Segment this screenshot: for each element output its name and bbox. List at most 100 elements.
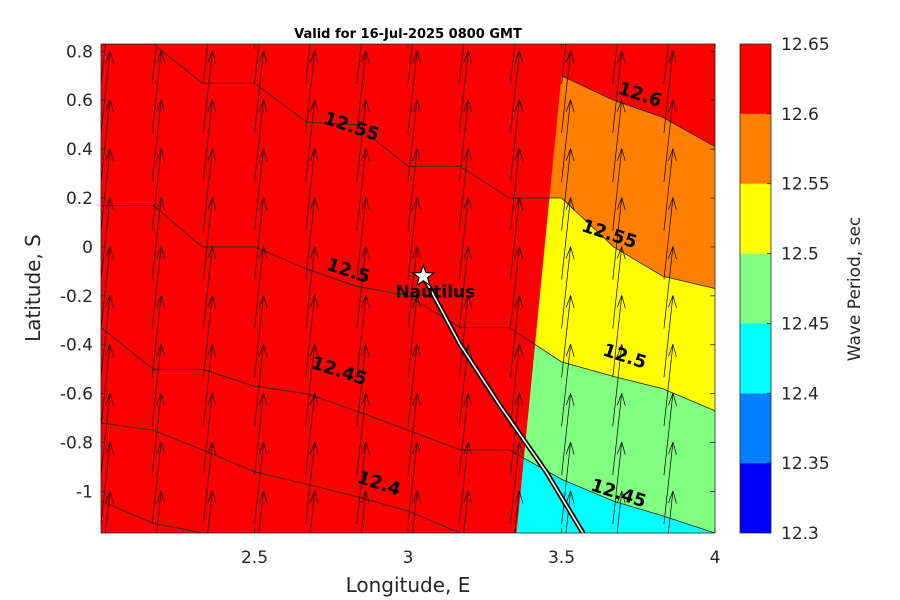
y-tick-label: -0.6 <box>60 385 93 405</box>
wind-arrow <box>305 441 319 525</box>
wind-arrow <box>458 148 473 231</box>
x-tick-label: 3 <box>403 548 414 568</box>
wind-arrow <box>510 393 524 476</box>
wind-arrow <box>663 246 677 329</box>
colorbar-swatch <box>740 44 771 114</box>
wind-arrow <box>258 490 268 533</box>
wind-arrow <box>254 344 268 427</box>
wind-arrow <box>203 344 217 427</box>
y-tick-label: -1 <box>76 482 93 502</box>
wind-arrow <box>612 197 626 280</box>
wind-arrow <box>305 344 319 427</box>
wind-arrow <box>407 148 421 231</box>
wind-arrow <box>412 490 421 533</box>
wind-arrow <box>151 44 157 85</box>
wind-arrow <box>561 44 567 85</box>
wind-arrow <box>356 246 370 329</box>
wind-arrow <box>305 246 319 329</box>
contour-line-layer <box>101 44 715 533</box>
wind-arrow <box>101 393 114 476</box>
wind-arrow <box>612 344 626 427</box>
ship-layer: Nautilus <box>395 263 475 302</box>
contour-line-12.4 <box>101 422 461 533</box>
wind-arrow <box>203 246 217 329</box>
wind-arrow <box>203 148 217 231</box>
wind-arrow <box>254 50 268 133</box>
y-tick-label: 0.2 <box>66 189 93 209</box>
axes: 2.5 3 3.5 4 -1 -0.8 -0.6 -0.4 -0.2 0 0.2 0.4 0.6 0.8 <box>60 42 721 568</box>
colorbar-tick-label: 12.3 <box>781 524 819 544</box>
colorbar-swatch <box>740 463 771 533</box>
wind-arrow <box>356 99 370 182</box>
wind-arrow <box>612 50 626 133</box>
ship-track <box>422 275 584 533</box>
contour-line-12.6 <box>561 75 715 148</box>
x-tick-label: 4 <box>710 548 721 568</box>
wind-arrow <box>663 44 669 85</box>
wind-arrow <box>356 197 370 280</box>
wind-arrow <box>514 490 524 533</box>
wind-arrow <box>254 99 268 182</box>
y-tick-label: -0.4 <box>60 336 93 356</box>
wind-arrow <box>407 50 421 133</box>
wind-arrow <box>561 148 575 231</box>
ship-track-layer <box>420 273 586 533</box>
wind-arrow <box>305 148 319 231</box>
wind-arrow <box>458 99 473 182</box>
wind-arrow <box>407 44 413 85</box>
wind-arrow <box>360 490 370 533</box>
wind-arrow <box>458 441 473 525</box>
arrow-field <box>101 44 677 533</box>
wind-arrow <box>663 295 677 378</box>
wind-arrow <box>663 99 677 182</box>
wind-arrow <box>203 393 217 476</box>
wind-arrow <box>105 490 114 533</box>
y-tick-label: 0.6 <box>66 91 93 111</box>
wind-arrow <box>612 246 626 329</box>
wind-arrow <box>356 44 362 85</box>
wind-arrow <box>254 197 268 280</box>
x-tick-label: 3.5 <box>548 548 575 568</box>
wind-arrow <box>254 393 268 476</box>
ship-star-icon <box>411 263 436 287</box>
wind-arrow <box>663 344 677 427</box>
colorbar-tick-label: 12.6 <box>781 105 819 125</box>
wind-arrow <box>458 393 473 476</box>
wind-arrow <box>156 490 166 533</box>
wind-arrow <box>561 50 575 133</box>
wind-arrow <box>101 246 114 329</box>
wind-arrow <box>203 50 217 133</box>
wind-arrow <box>207 490 217 533</box>
wind-arrow <box>407 344 421 427</box>
wind-arrow <box>407 393 421 476</box>
colorbar-swatch <box>740 253 771 324</box>
wind-arrow <box>561 246 575 329</box>
wind-arrow <box>458 50 473 133</box>
colorbar-tick-label: 12.5 <box>781 245 819 265</box>
wind-arrow <box>458 295 473 378</box>
colorbar-swatch <box>740 323 771 394</box>
wind-arrow <box>151 148 166 231</box>
wind-arrow <box>309 490 319 533</box>
wind-arrow <box>458 197 473 280</box>
wind-arrow <box>151 99 166 182</box>
wind-arrow <box>254 246 268 329</box>
wind-arrow <box>458 44 464 85</box>
wind-arrow <box>663 148 677 231</box>
wind-arrow <box>356 344 370 427</box>
wind-arrow <box>407 295 421 378</box>
wind-arrow <box>510 44 516 85</box>
wind-arrow <box>151 246 166 329</box>
wind-arrow <box>407 246 421 329</box>
wind-arrow <box>663 197 677 280</box>
wind-arrow <box>463 490 473 533</box>
y-tick-label: 0.8 <box>66 42 93 62</box>
wind-arrow <box>254 295 268 378</box>
wind-arrow <box>305 99 319 182</box>
wind-arrow <box>510 197 524 280</box>
wind-arrow <box>565 490 575 533</box>
wind-arrow <box>151 197 166 280</box>
colorbar-tick-label: 12.65 <box>781 35 830 55</box>
wind-arrow <box>203 295 217 378</box>
